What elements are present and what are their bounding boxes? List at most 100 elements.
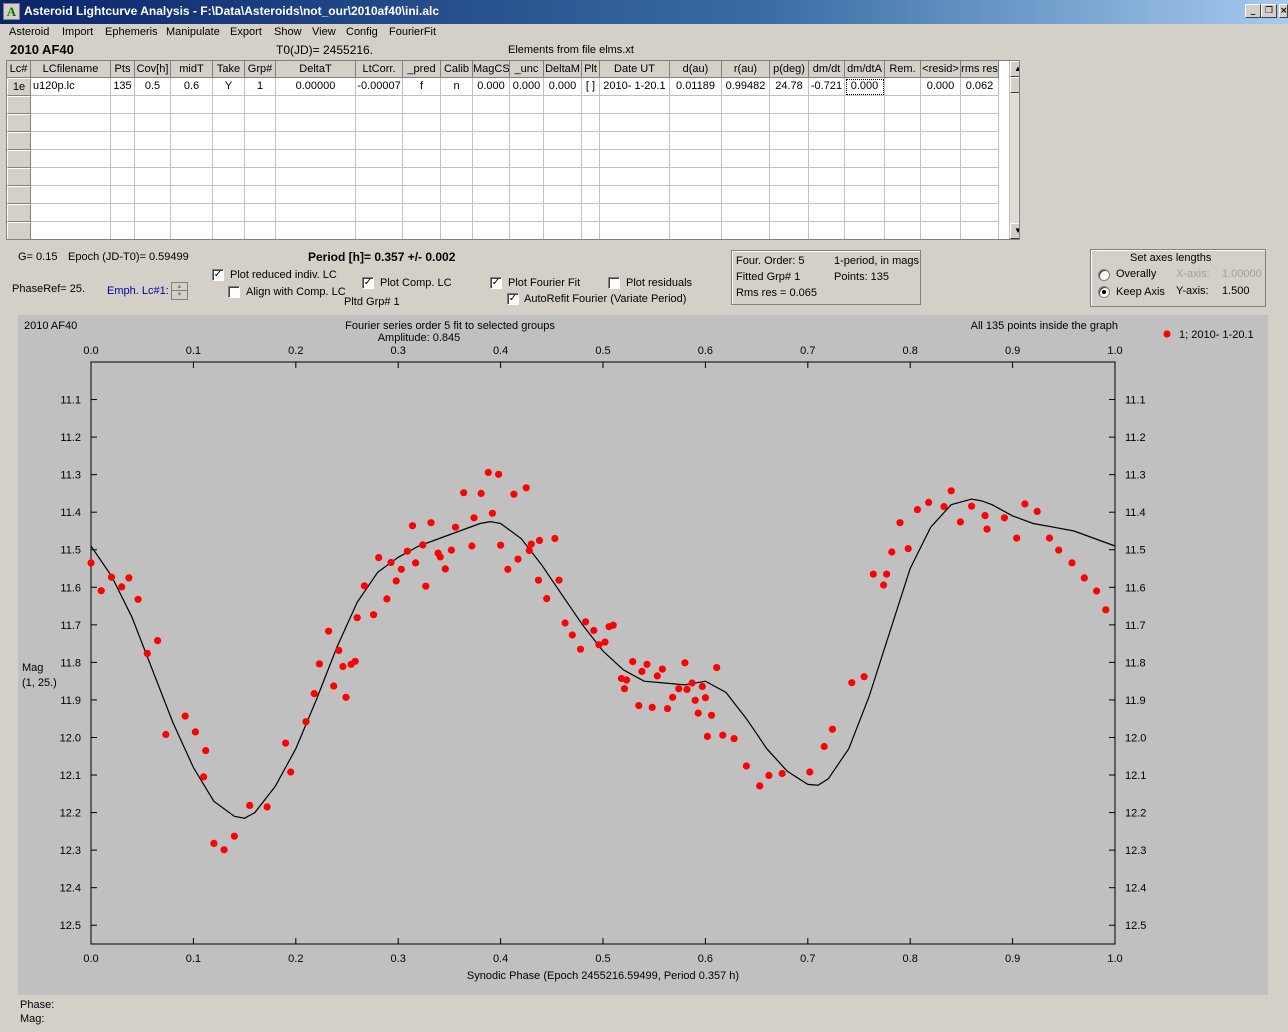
cell-resid[interactable] (921, 168, 961, 186)
cell-midt[interactable] (171, 222, 213, 239)
cell-magcs[interactable]: 0.000 (473, 78, 510, 96)
plot-fourier-checkbox[interactable]: ✓ (490, 277, 502, 289)
cell-ltcorr[interactable] (356, 186, 403, 204)
cell-ltcorr[interactable] (356, 204, 403, 222)
cell-p-deg[interactable] (770, 132, 809, 150)
cell-p-deg[interactable]: 24.78 (770, 78, 809, 96)
minimize-button[interactable]: _ (1245, 4, 1261, 18)
cell-resid[interactable]: 0.000 (921, 78, 961, 96)
cell-pts[interactable] (111, 132, 135, 150)
scroll-down-button[interactable]: ▼ (1010, 223, 1019, 239)
menu-config[interactable]: Config (346, 26, 378, 38)
cell-deltat[interactable] (276, 150, 356, 168)
column-header-cov[interactable]: Cov[h] (135, 61, 171, 78)
scroll-up-button[interactable]: ▲ (1010, 61, 1019, 77)
cell-plt[interactable] (582, 114, 600, 132)
cell-calib[interactable] (441, 132, 473, 150)
cell-ltcorr[interactable]: -0.00007 (356, 78, 403, 96)
cell-date-ut[interactable] (600, 204, 670, 222)
cell-lcfilename[interactable] (31, 186, 111, 204)
cell-deltat[interactable] (276, 204, 356, 222)
cell-d-au[interactable]: 0.01189 (670, 78, 722, 96)
row-header[interactable] (7, 132, 31, 150)
cell-p-deg[interactable] (770, 168, 809, 186)
cell-magcs[interactable] (473, 150, 510, 168)
cell-calib[interactable] (441, 168, 473, 186)
emph-lc-spinner[interactable]: ▲ ▼ (171, 282, 188, 300)
cell-deltam[interactable]: 0.000 (544, 78, 582, 96)
cell-dmdt[interactable] (809, 150, 845, 168)
cell-pred[interactable] (403, 150, 441, 168)
cell-magcs[interactable] (473, 96, 510, 114)
cell-pts[interactable] (111, 222, 135, 239)
cell-rms-res[interactable]: 0.062 (961, 78, 999, 96)
cell-deltat[interactable]: 0.00000 (276, 78, 356, 96)
cell-d-au[interactable] (670, 168, 722, 186)
cell-p-deg[interactable] (770, 96, 809, 114)
cell-unc[interactable] (510, 222, 544, 239)
cell-midt[interactable] (171, 96, 213, 114)
cell-deltam[interactable] (544, 150, 582, 168)
cell-plt[interactable] (582, 96, 600, 114)
cell-unc[interactable] (510, 114, 544, 132)
cell-dmdt[interactable] (809, 114, 845, 132)
autorefit-checkbox[interactable]: ✓ (507, 293, 519, 305)
cell-calib[interactable]: n (441, 78, 473, 96)
cell-rms-res[interactable] (961, 132, 999, 150)
cell-r-au[interactable] (722, 186, 770, 204)
cell-deltam[interactable] (544, 114, 582, 132)
cell-calib[interactable] (441, 204, 473, 222)
cell-lcfilename[interactable] (31, 150, 111, 168)
column-header-midt[interactable]: midT (171, 61, 213, 78)
cell-unc[interactable] (510, 150, 544, 168)
cell-deltam[interactable] (544, 168, 582, 186)
cell-resid[interactable] (921, 186, 961, 204)
cell-grp[interactable] (245, 222, 276, 239)
menu-view[interactable]: View (312, 26, 336, 38)
cell-pts[interactable] (111, 168, 135, 186)
cell-ltcorr[interactable] (356, 150, 403, 168)
cell-plt[interactable]: [ ] (582, 78, 600, 96)
cell-p-deg[interactable] (770, 186, 809, 204)
cell-resid[interactable] (921, 222, 961, 239)
cell-rem[interactable] (885, 222, 921, 239)
column-header-plt[interactable]: Plt (582, 61, 600, 78)
cell-grp[interactable] (245, 132, 276, 150)
cell-dmdt[interactable]: -0.721 (809, 78, 845, 96)
cell-date-ut[interactable] (600, 96, 670, 114)
overally-radio[interactable] (1098, 269, 1110, 281)
cell-cov[interactable] (135, 186, 171, 204)
cell-plt[interactable] (582, 186, 600, 204)
cell-p-deg[interactable] (770, 222, 809, 239)
column-header-magcs[interactable]: MagCS (473, 61, 510, 78)
cell-dmdta[interactable] (845, 168, 885, 186)
cell-rem[interactable] (885, 96, 921, 114)
lightcurve-plot-panel[interactable]: 0.0 0.0 0.1 0.1 0.2 0.2 0.3 0.3 0.4 0.4 0.5 0.5 0.6 0… (18, 315, 1268, 995)
cell-dmdt[interactable] (809, 96, 845, 114)
menu-asteroid[interactable]: Asteroid (9, 26, 50, 38)
cell-unc[interactable] (510, 96, 544, 114)
cell-deltam[interactable] (544, 96, 582, 114)
column-header-date-ut[interactable]: Date UT (600, 61, 670, 78)
cell-plt[interactable] (582, 150, 600, 168)
cell-dmdta[interactable] (845, 186, 885, 204)
cell-cov[interactable] (135, 96, 171, 114)
cell-grp[interactable] (245, 150, 276, 168)
column-header-lcfilename[interactable]: LCfilename (31, 61, 111, 78)
plot-comp-checkbox[interactable]: ✓ (362, 277, 374, 289)
column-header-grp[interactable]: Grp# (245, 61, 276, 78)
column-header-d-au[interactable]: d(au) (670, 61, 722, 78)
cell-calib[interactable] (441, 186, 473, 204)
row-header[interactable] (7, 114, 31, 132)
cell-midt[interactable] (171, 150, 213, 168)
cell-midt[interactable] (171, 132, 213, 150)
cell-deltam[interactable] (544, 186, 582, 204)
cell-dmdt[interactable] (809, 132, 845, 150)
cell-plt[interactable] (582, 204, 600, 222)
cell-take[interactable] (213, 204, 245, 222)
cell-midt[interactable] (171, 186, 213, 204)
cell-plt[interactable] (582, 132, 600, 150)
cell-pred[interactable] (403, 114, 441, 132)
cell-take[interactable]: Y (213, 78, 245, 96)
cell-date-ut[interactable]: 2010- 1-20.1 (600, 78, 670, 96)
